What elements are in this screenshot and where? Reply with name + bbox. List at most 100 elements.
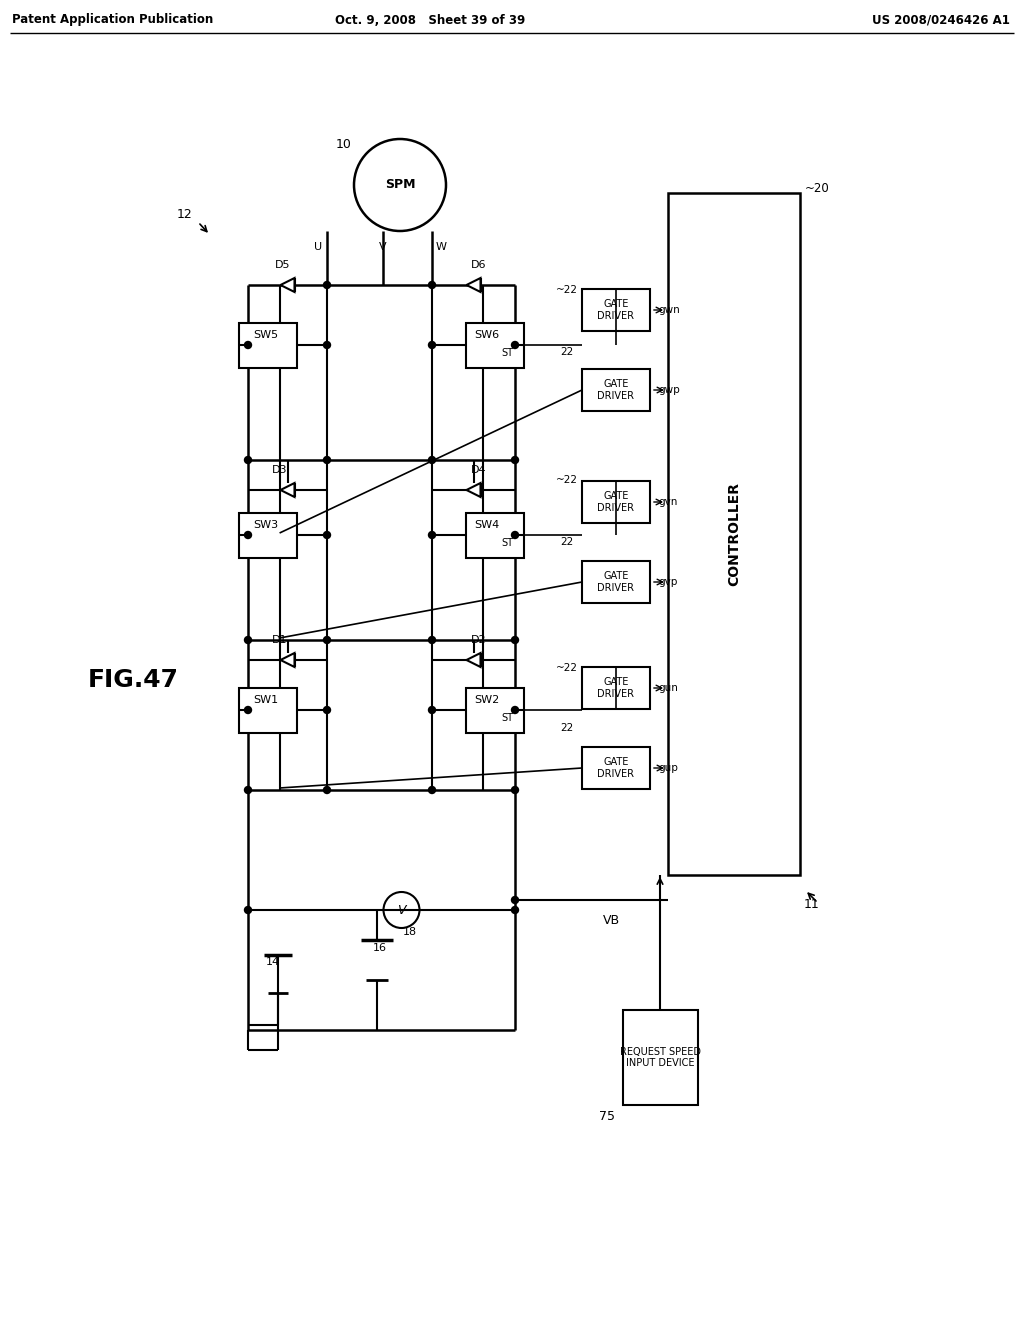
Text: 14: 14: [266, 957, 280, 968]
Text: gvp: gvp: [658, 577, 677, 587]
Bar: [623, 1010, 697, 1105]
Text: D2: D2: [471, 635, 486, 645]
Text: U: U: [314, 242, 323, 252]
Bar: [239, 688, 297, 733]
Bar: [239, 512, 297, 557]
Text: ST: ST: [501, 348, 513, 358]
Text: SW6: SW6: [474, 330, 500, 341]
Bar: [466, 512, 524, 557]
Bar: [582, 561, 650, 603]
Text: D1: D1: [271, 635, 288, 645]
Text: 10: 10: [336, 137, 352, 150]
Circle shape: [512, 457, 518, 463]
Circle shape: [428, 706, 435, 714]
Polygon shape: [281, 279, 295, 292]
Text: VB: VB: [602, 913, 620, 927]
Bar: [239, 322, 297, 367]
Text: ST: ST: [501, 713, 513, 723]
Text: gvn: gvn: [658, 498, 677, 507]
Circle shape: [245, 342, 252, 348]
Text: FIG.47: FIG.47: [88, 668, 179, 692]
Text: gun: gun: [658, 682, 678, 693]
Text: ~20: ~20: [805, 181, 829, 194]
Text: GATE
DRIVER: GATE DRIVER: [597, 491, 635, 512]
Bar: [466, 322, 524, 367]
Text: 22: 22: [560, 537, 573, 546]
Text: GATE
DRIVER: GATE DRIVER: [597, 572, 635, 593]
Text: 18: 18: [402, 927, 417, 937]
Text: Oct. 9, 2008   Sheet 39 of 39: Oct. 9, 2008 Sheet 39 of 39: [335, 13, 525, 26]
Text: D6: D6: [471, 260, 486, 271]
Text: SW3: SW3: [253, 520, 279, 531]
Circle shape: [245, 532, 252, 539]
Text: 12: 12: [177, 209, 193, 222]
Circle shape: [428, 787, 435, 793]
Polygon shape: [281, 653, 295, 667]
Text: D4: D4: [471, 465, 486, 475]
Text: GATE
DRIVER: GATE DRIVER: [597, 300, 635, 321]
Circle shape: [428, 457, 435, 463]
Circle shape: [512, 706, 518, 714]
Bar: [582, 480, 650, 523]
Bar: [582, 289, 650, 331]
Text: GATE
DRIVER: GATE DRIVER: [597, 379, 635, 401]
Polygon shape: [467, 483, 480, 498]
Polygon shape: [467, 653, 480, 667]
Text: CONTROLLER: CONTROLLER: [727, 482, 741, 586]
Circle shape: [324, 532, 331, 539]
Polygon shape: [281, 483, 295, 498]
Circle shape: [428, 636, 435, 644]
Circle shape: [512, 636, 518, 644]
Bar: [582, 370, 650, 411]
Text: gwp: gwp: [658, 385, 680, 395]
Circle shape: [512, 896, 518, 903]
Text: V: V: [379, 242, 387, 252]
Circle shape: [324, 342, 331, 348]
Polygon shape: [467, 279, 480, 292]
Circle shape: [324, 706, 331, 714]
Circle shape: [245, 787, 252, 793]
Text: Patent Application Publication: Patent Application Publication: [12, 13, 213, 26]
Text: 22: 22: [560, 723, 573, 733]
Circle shape: [245, 636, 252, 644]
Text: D5: D5: [274, 260, 290, 271]
Text: US 2008/0246426 A1: US 2008/0246426 A1: [872, 13, 1010, 26]
Text: GATE
DRIVER: GATE DRIVER: [597, 677, 635, 698]
Bar: [582, 667, 650, 709]
Text: V: V: [397, 903, 406, 916]
Bar: [466, 688, 524, 733]
Text: ~22: ~22: [556, 285, 578, 294]
Circle shape: [428, 532, 435, 539]
Circle shape: [324, 457, 331, 463]
Circle shape: [512, 532, 518, 539]
Text: SW4: SW4: [474, 520, 500, 531]
Text: 16: 16: [373, 942, 386, 953]
Text: gup: gup: [658, 763, 678, 774]
Text: SPM: SPM: [385, 178, 416, 191]
Circle shape: [245, 907, 252, 913]
Circle shape: [428, 281, 435, 289]
Circle shape: [428, 342, 435, 348]
Circle shape: [324, 636, 331, 644]
Text: ~22: ~22: [556, 663, 578, 673]
Text: ~22: ~22: [556, 475, 578, 484]
Circle shape: [324, 787, 331, 793]
Text: SW5: SW5: [253, 330, 279, 341]
Text: W: W: [435, 242, 446, 252]
Text: gwn: gwn: [658, 305, 680, 315]
Circle shape: [245, 457, 252, 463]
Text: GATE
DRIVER: GATE DRIVER: [597, 758, 635, 779]
Circle shape: [512, 342, 518, 348]
Bar: [582, 747, 650, 789]
Circle shape: [512, 907, 518, 913]
Circle shape: [512, 787, 518, 793]
Text: SW1: SW1: [253, 696, 279, 705]
Circle shape: [245, 706, 252, 714]
Bar: [668, 193, 800, 875]
Text: D3: D3: [271, 465, 288, 475]
Circle shape: [324, 281, 331, 289]
Text: 11: 11: [804, 899, 820, 912]
Text: ST: ST: [501, 539, 513, 548]
Text: SW2: SW2: [474, 696, 500, 705]
Text: 75: 75: [599, 1110, 615, 1123]
